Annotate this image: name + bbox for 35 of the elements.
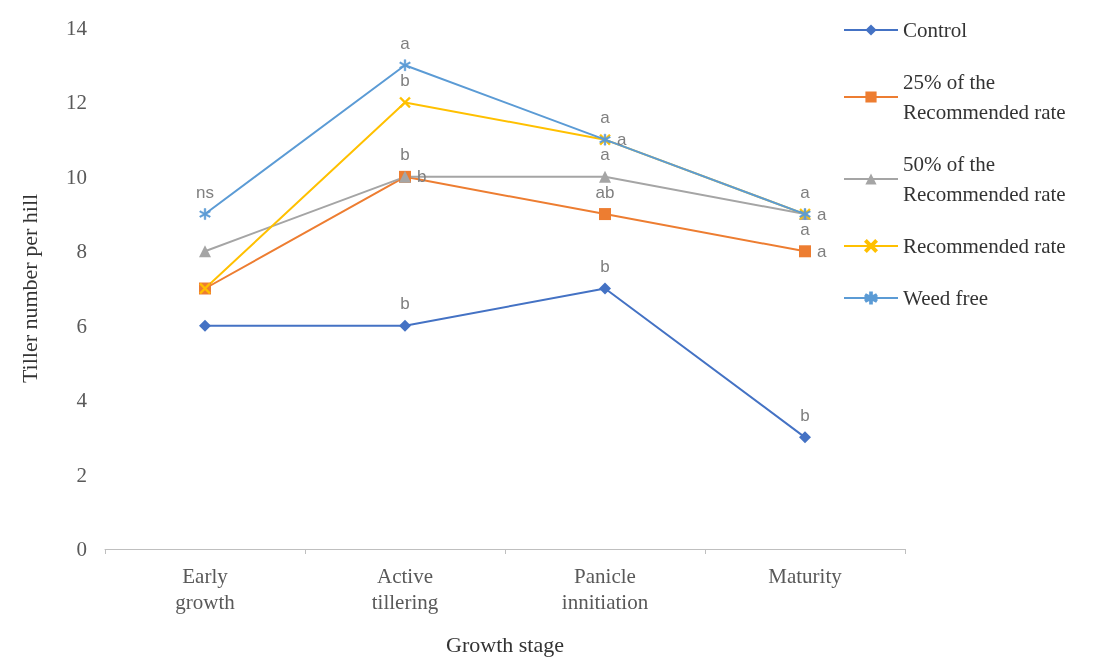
annotation: ns xyxy=(196,182,214,202)
annotation: a xyxy=(600,145,611,165)
x-tick-label: Maturity xyxy=(768,564,843,588)
legend-label: Weed free xyxy=(903,286,989,310)
annotation: a xyxy=(817,204,827,224)
annotation: a xyxy=(800,219,811,239)
y-tick-label: 6 xyxy=(76,313,87,338)
x-tick-label: Early growth xyxy=(175,564,236,614)
x-tick-label: Panicle innitiation xyxy=(561,564,649,614)
legend-label: Control xyxy=(903,18,968,42)
annotation: b xyxy=(600,257,610,276)
annotation: b xyxy=(400,70,410,90)
annotation: a xyxy=(817,241,827,261)
legend-label: 50% of the Recommended rate xyxy=(903,152,1066,206)
y-tick-label: 8 xyxy=(76,239,87,264)
annotation: b xyxy=(400,145,410,165)
y-tick-label: 2 xyxy=(76,462,87,487)
annotation: a xyxy=(600,108,611,128)
annotation: b xyxy=(417,167,427,187)
y-tick-label: 0 xyxy=(76,537,87,561)
x-tick-label: Active tillering xyxy=(371,564,439,614)
annotation: ab xyxy=(595,182,615,202)
y-axis-title: Tiller number per hill xyxy=(16,193,42,384)
annotation: b xyxy=(800,405,810,425)
y-tick-label: 10 xyxy=(66,164,87,189)
x-axis-title: Growth stage xyxy=(446,631,564,657)
legend-label: 25% of the Recommended rate xyxy=(903,70,1066,124)
legend-label: Recommended rate xyxy=(903,234,1066,258)
annotation: a xyxy=(400,33,411,53)
annotation: b xyxy=(400,294,410,314)
y-tick-label: 12 xyxy=(66,90,87,115)
y-tick-label: 14 xyxy=(66,16,88,40)
annotation: a xyxy=(800,182,811,202)
annotation: a xyxy=(617,130,627,150)
y-tick-label: 4 xyxy=(76,388,88,413)
